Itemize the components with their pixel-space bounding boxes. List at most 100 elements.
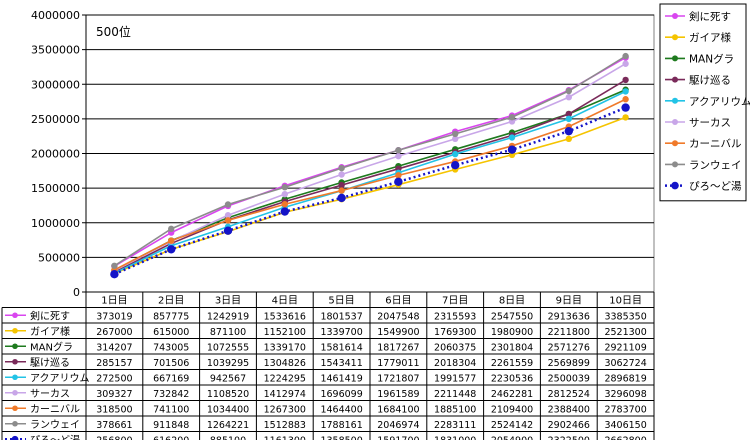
table-cell: 885100 (210, 435, 246, 440)
x-tick-label: 3日目 (215, 296, 241, 307)
table-cell: 2315593 (434, 311, 476, 322)
x-tick-label: 7日目 (442, 296, 468, 307)
legend-swatch-marker (671, 181, 679, 190)
data-point (508, 134, 516, 141)
legend-label: ガイア様 (689, 31, 731, 44)
table-cell: 3062724 (604, 358, 646, 369)
data-point (508, 114, 516, 121)
data-point (564, 126, 573, 136)
table-cell: 1779011 (377, 358, 419, 369)
table-cell: 272500 (96, 373, 132, 384)
table-cell: 2322500 (548, 435, 590, 440)
data-point (452, 135, 459, 143)
table-cell: 1161300 (264, 435, 306, 440)
table-cell: 1512883 (264, 420, 306, 431)
series-line (114, 116, 626, 275)
data-point (338, 164, 345, 172)
table-cell: 1412974 (264, 389, 306, 400)
data-point (452, 130, 459, 138)
table-cell: 2018304 (434, 358, 476, 369)
series-layer (110, 52, 630, 279)
table-cell: 1267300 (264, 404, 306, 415)
data-point (281, 201, 288, 208)
series-line (113, 55, 627, 267)
table-cell: 1533616 (264, 311, 306, 322)
x-tick-label: 5日目 (328, 296, 354, 307)
x-tick-label: 4日目 (272, 296, 298, 307)
table-cell: 1108520 (207, 389, 249, 400)
data-point (167, 245, 176, 254)
table-row-label: ガイア様 (30, 325, 70, 338)
chart-title: 500位 (96, 24, 131, 39)
data-point (622, 76, 629, 84)
table-row-label: サーカス (30, 388, 70, 400)
table-key-marker (12, 358, 18, 365)
data-point (110, 270, 119, 279)
y-tick-label: 1500000 (31, 182, 80, 195)
table-cell: 2211800 (548, 327, 590, 338)
table-cell: 1980900 (491, 327, 533, 338)
data-point (622, 60, 629, 67)
table-cell: 2921109 (604, 342, 646, 353)
series-2 (111, 114, 629, 277)
legend-swatch-marker (672, 119, 678, 125)
table-cell: 2109400 (491, 404, 533, 415)
table-cell: 2047548 (377, 311, 419, 322)
table-cell: 1549900 (377, 327, 419, 338)
table-cell: 1543411 (320, 358, 362, 369)
table-cell: 1464400 (320, 404, 362, 415)
table-row-label: ぴろ～ど湯 (30, 433, 80, 440)
table-cell: 2500039 (548, 373, 590, 384)
table-row-label: ランウェイ (30, 419, 80, 431)
table-row-label: MANグラ (30, 340, 73, 353)
data-point (565, 135, 572, 143)
table-cell: 911848 (153, 420, 189, 431)
legend-label: アクアリウム (689, 96, 750, 108)
table-cell: 1304826 (264, 358, 306, 369)
table-cell: 2913636 (548, 311, 590, 322)
data-point (168, 225, 175, 233)
series-line (114, 88, 626, 271)
x-tick-label: 9日目 (556, 296, 582, 307)
table-cell: 3296098 (604, 389, 646, 400)
data-point (281, 190, 288, 198)
table-cell: 1264221 (207, 420, 249, 431)
table-cell: 2046974 (377, 420, 419, 431)
legend-swatch-marker (672, 97, 678, 104)
y-tick-label: 500000 (38, 251, 80, 264)
table-row-label: カーニバル (30, 403, 80, 415)
table-cell: 1788161 (320, 420, 362, 431)
table-key-marker (12, 374, 18, 381)
table-cell: 2054900 (491, 435, 533, 440)
table-cell: 1801537 (320, 311, 362, 322)
table-cell: 2283111 (434, 420, 476, 431)
table-cell: 2301804 (491, 342, 533, 353)
legend-label: 駆け巡る (689, 75, 731, 87)
series-line (114, 79, 627, 273)
table-cell: 2569899 (548, 358, 590, 369)
table-cell: 1039295 (207, 358, 249, 369)
y-tick-label: 2500000 (31, 113, 80, 126)
table-row-label: 剣に死す (30, 310, 70, 322)
table-cell: 667169 (153, 373, 189, 384)
table-cell: 2261559 (491, 358, 533, 369)
data-point (621, 103, 630, 112)
table-cell: 1831000 (434, 435, 476, 440)
data-point (338, 187, 345, 194)
data-point (565, 115, 572, 123)
table-key-marker (12, 312, 18, 319)
table-cell: 318500 (96, 404, 132, 415)
series-1 (111, 54, 629, 270)
data-point (280, 207, 289, 216)
data-point (223, 226, 233, 235)
table-cell: 2388400 (548, 404, 590, 415)
table-cell: 1072555 (207, 342, 249, 353)
table-cell: 1152100 (264, 327, 306, 338)
series-8 (111, 52, 629, 269)
y-tick-label: 1000000 (31, 217, 80, 230)
data-point (224, 201, 232, 208)
data-point (168, 237, 175, 244)
series-9 (110, 103, 630, 279)
data-point (622, 88, 629, 95)
